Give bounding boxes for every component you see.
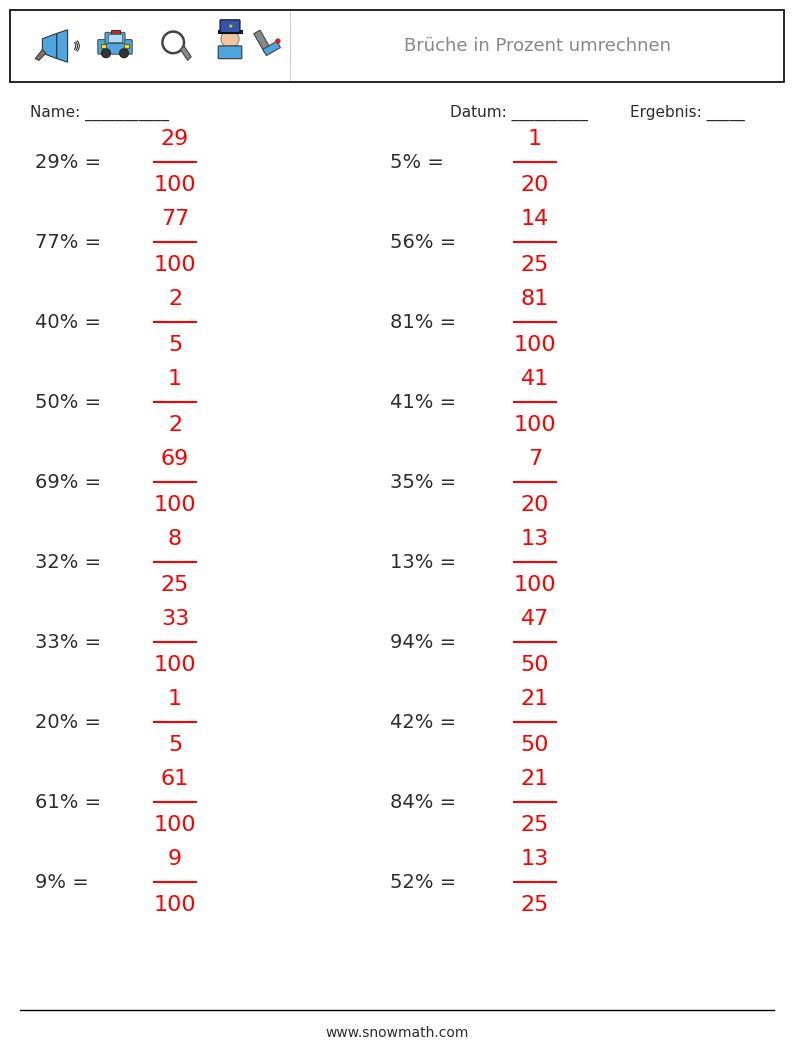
Text: 7: 7	[528, 449, 542, 469]
Text: 33% =: 33% =	[35, 633, 101, 652]
Circle shape	[276, 38, 280, 44]
Text: 29% =: 29% =	[35, 153, 101, 172]
Text: 13: 13	[521, 529, 549, 549]
Polygon shape	[180, 46, 191, 60]
Text: 81: 81	[521, 289, 549, 309]
Text: 32% =: 32% =	[35, 553, 101, 572]
Text: 94% =: 94% =	[390, 633, 456, 652]
Text: 25: 25	[521, 815, 549, 835]
Text: 35% =: 35% =	[390, 473, 457, 492]
Text: 42% =: 42% =	[390, 713, 456, 732]
FancyBboxPatch shape	[220, 20, 240, 33]
FancyBboxPatch shape	[98, 40, 132, 54]
Text: 8: 8	[168, 529, 182, 549]
Text: 81% =: 81% =	[390, 313, 456, 332]
Text: 41% =: 41% =	[390, 393, 456, 412]
FancyBboxPatch shape	[218, 29, 241, 34]
Circle shape	[102, 48, 110, 58]
Text: ★: ★	[227, 24, 233, 28]
Text: 13: 13	[521, 849, 549, 869]
Text: 9% =: 9% =	[35, 873, 89, 892]
Circle shape	[221, 29, 239, 47]
Text: 100: 100	[154, 895, 196, 915]
Text: 41: 41	[521, 369, 549, 389]
Polygon shape	[254, 31, 271, 53]
Text: 33: 33	[161, 609, 189, 629]
Text: 47: 47	[521, 609, 549, 629]
Text: 20: 20	[521, 495, 549, 515]
FancyBboxPatch shape	[218, 46, 242, 59]
Text: 50: 50	[521, 735, 549, 755]
Text: 52% =: 52% =	[390, 873, 457, 892]
Text: 77: 77	[161, 208, 189, 229]
Text: 13% =: 13% =	[390, 553, 456, 572]
Text: Brüche in Prozent umrechnen: Brüche in Prozent umrechnen	[403, 37, 670, 55]
Text: 50: 50	[521, 655, 549, 675]
Text: 21: 21	[521, 689, 549, 709]
FancyBboxPatch shape	[124, 44, 129, 47]
Text: Name: ___________: Name: ___________	[30, 105, 169, 121]
Text: 40% =: 40% =	[35, 313, 101, 332]
Text: 69% =: 69% =	[35, 473, 101, 492]
Text: 21: 21	[521, 769, 549, 789]
Text: 2: 2	[168, 289, 182, 309]
Text: 77% =: 77% =	[35, 233, 101, 252]
Text: 50% =: 50% =	[35, 393, 101, 412]
Text: 1: 1	[168, 369, 182, 389]
FancyBboxPatch shape	[101, 44, 106, 47]
Text: 25: 25	[521, 255, 549, 275]
Text: 100: 100	[514, 335, 557, 355]
Text: 100: 100	[514, 575, 557, 595]
FancyBboxPatch shape	[105, 33, 125, 43]
Text: 5: 5	[168, 335, 182, 355]
Text: Datum: __________: Datum: __________	[450, 105, 588, 121]
Text: 56% =: 56% =	[390, 233, 457, 252]
Text: www.snowmath.com: www.snowmath.com	[326, 1026, 468, 1040]
Text: 100: 100	[514, 415, 557, 435]
Text: 100: 100	[154, 655, 196, 675]
Text: 1: 1	[528, 130, 542, 150]
Text: 100: 100	[154, 255, 196, 275]
Text: 20: 20	[521, 175, 549, 195]
Text: 5% =: 5% =	[390, 153, 444, 172]
Text: 100: 100	[154, 815, 196, 835]
Text: 9: 9	[168, 849, 182, 869]
FancyBboxPatch shape	[110, 29, 120, 35]
Text: 61: 61	[161, 769, 189, 789]
Text: 5: 5	[168, 735, 182, 755]
Polygon shape	[35, 49, 46, 60]
Polygon shape	[42, 34, 57, 59]
Text: 25: 25	[161, 575, 189, 595]
Text: 61% =: 61% =	[35, 793, 101, 812]
Text: 2: 2	[168, 415, 182, 435]
Polygon shape	[57, 29, 67, 62]
Text: 100: 100	[154, 495, 196, 515]
Text: 100: 100	[154, 175, 196, 195]
Text: 20% =: 20% =	[35, 713, 101, 732]
FancyBboxPatch shape	[108, 35, 122, 41]
FancyBboxPatch shape	[10, 9, 784, 82]
Text: 69: 69	[161, 449, 189, 469]
Text: 25: 25	[521, 895, 549, 915]
Text: 84% =: 84% =	[390, 793, 456, 812]
Polygon shape	[263, 41, 280, 56]
Text: 14: 14	[521, 208, 549, 229]
Text: 29: 29	[161, 130, 189, 150]
Text: 1: 1	[168, 689, 182, 709]
Text: Ergebnis: _____: Ergebnis: _____	[630, 105, 745, 121]
Circle shape	[120, 48, 129, 58]
